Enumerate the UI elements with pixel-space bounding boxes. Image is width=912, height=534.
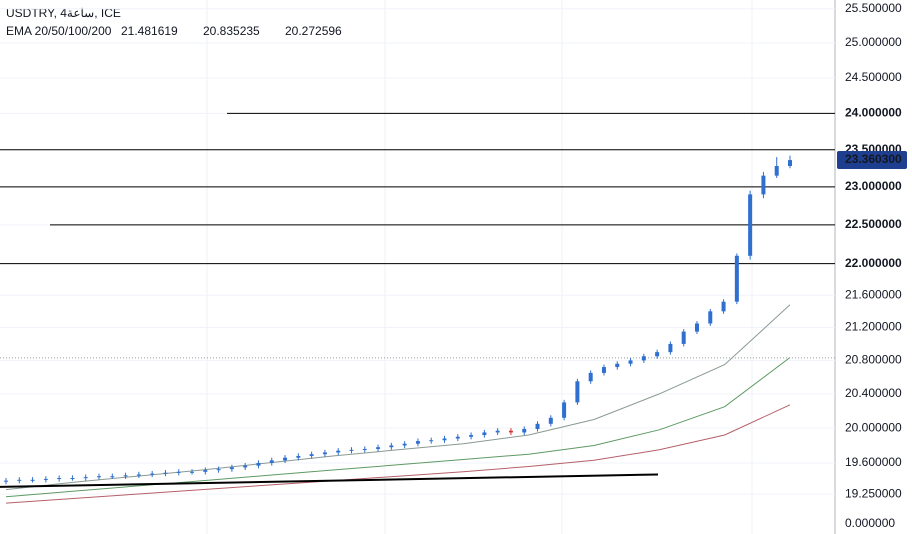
trend-line bbox=[0, 473, 659, 488]
candle-body bbox=[575, 381, 580, 403]
level-label-bg bbox=[837, 178, 912, 195]
candle-body bbox=[190, 471, 195, 473]
candle-body bbox=[362, 448, 367, 450]
candle-body bbox=[376, 447, 381, 449]
candle-body bbox=[123, 475, 128, 477]
candle-body bbox=[788, 160, 792, 166]
y-tick-label: 20.800000 bbox=[845, 353, 902, 367]
candle-body bbox=[57, 478, 62, 480]
legend-label: EMA 20/50/100/200 bbox=[6, 24, 112, 38]
level-label-bg bbox=[837, 255, 912, 272]
candle-body bbox=[296, 455, 301, 458]
level-label-bg bbox=[837, 216, 912, 233]
chart-title: USDTRY, 4ساعة, ICE bbox=[6, 6, 121, 20]
vertical-grid bbox=[206, 0, 753, 534]
legend-value: 21.481619 bbox=[121, 24, 178, 38]
candle-body bbox=[522, 428, 527, 433]
candle-body bbox=[110, 476, 115, 478]
candle-body bbox=[748, 194, 753, 256]
ema-line bbox=[5, 304, 791, 491]
y-tick-label: 22.000000 bbox=[845, 256, 902, 270]
candle-body bbox=[322, 452, 327, 455]
last-price-box bbox=[837, 151, 907, 170]
candle-body bbox=[469, 435, 474, 437]
candle-body bbox=[588, 372, 593, 382]
candle-body bbox=[336, 450, 341, 453]
candle-body bbox=[163, 472, 168, 474]
y-tick-label: 24.000000 bbox=[845, 106, 902, 120]
candle-body bbox=[415, 441, 420, 444]
candle-body bbox=[442, 438, 447, 441]
candle-body bbox=[243, 465, 248, 468]
y-tick-label: 22.500000 bbox=[845, 217, 902, 231]
last-price-label: 23.360300 bbox=[845, 152, 902, 166]
candle-body bbox=[681, 331, 686, 344]
candle-body bbox=[256, 462, 261, 466]
y-tick-label: 19.250000 bbox=[845, 486, 902, 500]
candle-body bbox=[429, 440, 434, 442]
candle-body bbox=[43, 478, 48, 480]
candle-body bbox=[283, 457, 288, 461]
candle-body bbox=[548, 417, 553, 424]
y-tick-label: 25.500000 bbox=[845, 1, 902, 15]
y-tick-label: 19.600000 bbox=[845, 455, 902, 469]
candle-body bbox=[17, 479, 22, 481]
candle-body bbox=[229, 467, 234, 470]
candle-body bbox=[508, 430, 513, 433]
candle-body bbox=[708, 311, 713, 324]
candle-body bbox=[203, 470, 208, 472]
candle-body bbox=[482, 432, 487, 436]
y-tick-label: 25.000000 bbox=[845, 35, 902, 49]
y-tick-label: 21.600000 bbox=[845, 287, 902, 301]
y-tick-label: 23.000000 bbox=[845, 179, 902, 193]
y-bottom-label: 0.000000 bbox=[845, 516, 895, 530]
candle-body bbox=[176, 471, 181, 473]
candle-body bbox=[655, 352, 660, 357]
candle-body bbox=[694, 323, 699, 332]
candle-body bbox=[136, 474, 141, 476]
y-tick-label: 20.400000 bbox=[845, 386, 902, 400]
candle-body bbox=[721, 301, 726, 312]
candle-body bbox=[389, 445, 394, 448]
candle-body bbox=[734, 255, 739, 302]
y-tick-label: 24.500000 bbox=[845, 70, 902, 84]
candle-body bbox=[30, 479, 35, 481]
candle-body bbox=[761, 175, 766, 195]
candle-body bbox=[83, 477, 88, 479]
candle-body bbox=[774, 165, 779, 176]
candle-body bbox=[349, 449, 354, 451]
candle-body bbox=[150, 473, 155, 475]
ema-line bbox=[5, 357, 791, 498]
candle-body bbox=[269, 460, 274, 463]
candle-body bbox=[216, 469, 221, 471]
candle-body bbox=[455, 436, 460, 439]
candle-body bbox=[535, 423, 540, 429]
legend-value: 20.835235 bbox=[203, 24, 260, 38]
candle-body bbox=[628, 360, 633, 364]
candle-body bbox=[601, 367, 606, 373]
y-tick-label: 21.200000 bbox=[845, 320, 902, 334]
candle-body bbox=[402, 443, 407, 446]
candle-body bbox=[4, 480, 8, 482]
candle-body bbox=[309, 454, 314, 456]
candle-body bbox=[97, 476, 102, 478]
candle-body bbox=[668, 343, 673, 353]
candle-body bbox=[495, 430, 500, 433]
ema-line bbox=[5, 404, 791, 504]
candle-body bbox=[615, 363, 620, 368]
candle-body bbox=[70, 478, 75, 480]
legend-value: 20.272596 bbox=[285, 24, 342, 38]
candle-body bbox=[641, 356, 646, 361]
level-label-bg bbox=[837, 105, 912, 122]
candle-body bbox=[562, 402, 567, 418]
y-tick-label: 20.000000 bbox=[845, 420, 902, 434]
